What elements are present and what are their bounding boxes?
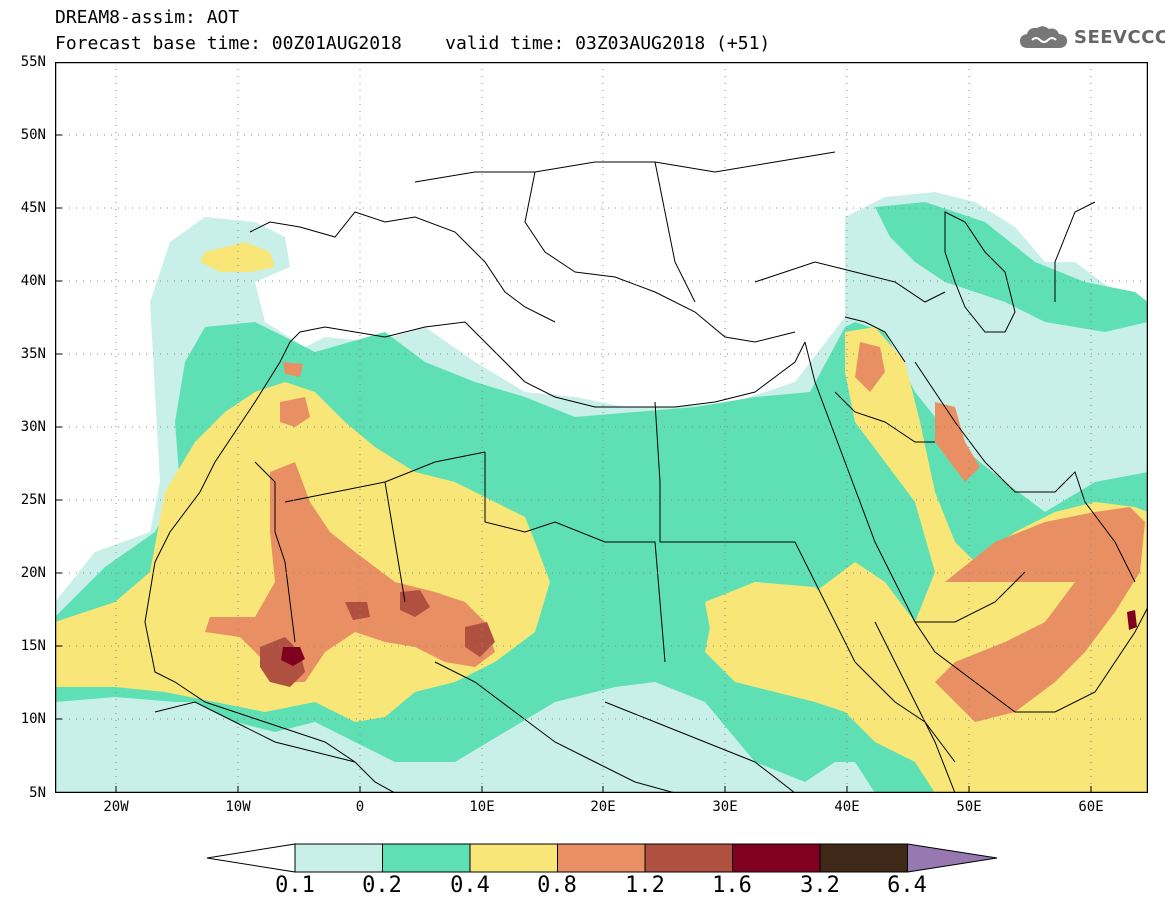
aot-band-0.8-mauritania: [283, 362, 303, 377]
lat-label-5n: 5N: [29, 785, 46, 801]
lon-label-40e: 40E: [834, 799, 860, 815]
colorbar-swatch-above: [907, 843, 998, 873]
aot-band-0.2-caspian: [875, 202, 1148, 332]
colorbar-swatch-0.8: [557, 843, 646, 873]
colorbar-swatch-0.4: [469, 843, 558, 873]
colorbar-label-6.4: 6.4: [887, 873, 927, 898]
lat-label-40n: 40N: [20, 273, 46, 289]
lon-label-20e: 20E: [590, 799, 616, 815]
colorbar-label-0.4: 0.4: [450, 873, 490, 898]
lon-label-10e: 10E: [469, 799, 495, 815]
lat-label-15n: 15N: [20, 638, 46, 654]
lon-label-30e: 30E: [712, 799, 738, 815]
logo-text: SEEVCCC: [1074, 26, 1165, 48]
aot-band-1.6-b: [1127, 610, 1137, 630]
cloud-icon: [1020, 26, 1068, 48]
lat-label-25n: 25N: [20, 492, 46, 508]
lon-label-50e: 50E: [956, 799, 982, 815]
aot-fields: [55, 192, 1148, 793]
colorbar-swatch-0.1: [294, 843, 383, 873]
aot-band-0.8-red-sea: [935, 507, 1145, 722]
coastlines-and-borders: [144, 151, 1148, 793]
colorbar-swatch-3.2: [819, 843, 908, 873]
lon-label-60e: 60E: [1078, 799, 1104, 815]
lat-label-55n: 55N: [20, 54, 46, 70]
lat-label-30n: 30N: [20, 419, 46, 435]
colorbar-label-0.8: 0.8: [537, 873, 577, 898]
lon-label-10w: 10W: [225, 799, 251, 815]
colorbar-swatch-below: [206, 843, 296, 873]
colorbar-swatch-0.2: [382, 843, 471, 873]
aot-band-0.8-sahara: [280, 397, 310, 427]
colorbar-swatch-1.6: [732, 843, 821, 873]
aot-band-1.2-c: [465, 622, 495, 657]
lon-label-20w: 20W: [103, 799, 129, 815]
aot-band-0.4-west: [200, 242, 275, 272]
lon-label-0: 0: [355, 799, 365, 815]
aot-band-0.8-iraq: [855, 342, 885, 392]
aot-band-1.6: [281, 647, 305, 666]
colorbar-label-1.6: 1.6: [712, 873, 752, 898]
lat-label-10n: 10N: [20, 711, 46, 727]
colorbar-label-0.2: 0.2: [362, 873, 402, 898]
map-title: DREAM8-assim: AOT: [55, 7, 240, 28]
map-frame: [55, 62, 1148, 793]
aot-band-0.8: [205, 462, 495, 682]
seevccc-logo: SEEVCCC: [1018, 24, 1165, 50]
lat-label-45n: 45N: [20, 200, 46, 216]
aot-band-1.2-d: [345, 602, 370, 620]
colorbar: [206, 843, 998, 873]
colorbar-label-1.2: 1.2: [625, 873, 665, 898]
aot-band-0.4-sudan: [705, 582, 855, 702]
lat-label-50n: 50N: [20, 127, 46, 143]
colorbar-label-3.2: 3.2: [800, 873, 840, 898]
gridlines: [55, 62, 1148, 793]
colorbar-swatch-1.2: [644, 843, 733, 873]
forecast-map: [55, 62, 1148, 793]
colorbar-label-0.1: 0.1: [275, 873, 315, 898]
lat-label-35n: 35N: [20, 346, 46, 362]
lat-label-20n: 20N: [20, 565, 46, 581]
aot-band-1.2-b: [400, 590, 430, 617]
forecast-time-subtitle: Forecast base time: 00Z01AUG2018 valid t…: [55, 33, 771, 54]
